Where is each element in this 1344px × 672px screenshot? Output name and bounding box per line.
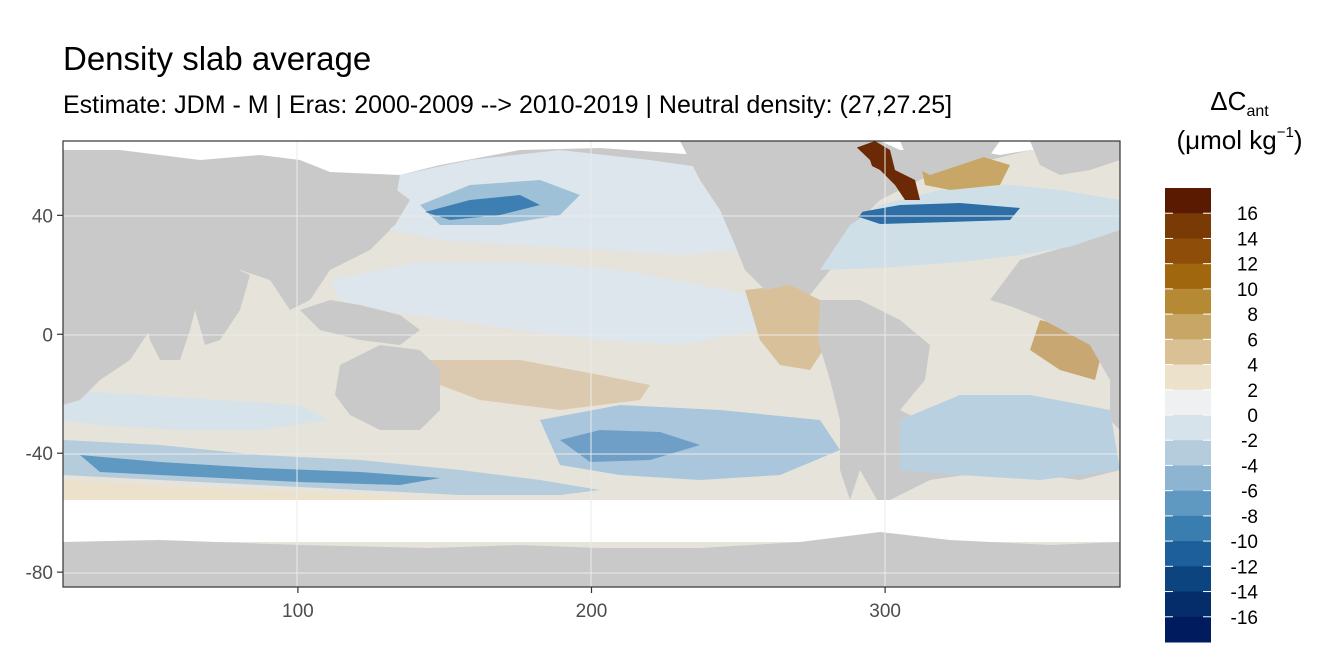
colorbar-swatch [1165, 616, 1211, 643]
ocean-kuroshio-core [425, 195, 540, 220]
land-australia [335, 345, 440, 430]
x-tick-label: 200 [576, 601, 608, 622]
ocean-south-atlantic-cool [900, 395, 1120, 480]
colorbar-label: 8 [1247, 305, 1258, 326]
x-tick-label: 100 [282, 601, 314, 622]
colorbar-label: 12 [1237, 255, 1258, 276]
y-tick-label: 0 [42, 325, 53, 346]
grid-lines [63, 141, 1120, 587]
colorbar-swatch [1165, 415, 1211, 441]
colorbar-label: -12 [1231, 557, 1258, 578]
y-tick-label: 40 [32, 206, 53, 227]
ocean-southern-core [80, 455, 440, 485]
colorbar-label: 16 [1237, 204, 1258, 225]
colorbar-swatch [1165, 591, 1211, 618]
page-title: Density slab average [63, 40, 372, 77]
colorbar-label: -14 [1231, 583, 1259, 604]
ocean-gulf-stream-core [850, 203, 1020, 224]
colorbar-unit-prefix: (μmol kg [1176, 124, 1277, 155]
colorbar-swatch [1165, 263, 1211, 290]
colorbar-unit-exponent: −1 [1276, 123, 1294, 141]
colorbar-swatch [1165, 465, 1211, 492]
colorbar-label: -16 [1231, 608, 1258, 629]
colorbar-symbol: ΔC [1210, 86, 1247, 116]
colorbar-swatch [1165, 490, 1211, 517]
x-tick-label: 300 [869, 601, 901, 622]
ocean-east-pacific-warm [745, 285, 830, 370]
colorbar-label: -6 [1241, 482, 1258, 503]
colorbar-swatch [1165, 541, 1211, 567]
colorbar-label: -4 [1241, 456, 1258, 477]
colorbar-label: 4 [1247, 356, 1258, 377]
colorbar-label: -10 [1231, 532, 1258, 553]
colorbar-swatch [1165, 515, 1211, 542]
colorbar-swatch [1165, 364, 1211, 391]
ocean-indian-cool [63, 390, 330, 430]
colorbar-subscript: ant [1246, 103, 1269, 120]
land-africa [995, 230, 1120, 385]
colorbar-swatch [1165, 566, 1211, 593]
page-subtitle: Estimate: JDM - M | Eras: 2000-2009 --> … [63, 91, 953, 119]
land-africa-east [63, 240, 150, 405]
colorbar-swatch [1165, 440, 1211, 466]
ocean-south-pacific-warm [430, 360, 650, 410]
nodata-north [63, 141, 1120, 175]
land-europe [1030, 141, 1120, 175]
colorbar-label: 2 [1247, 381, 1258, 402]
colorbar-title: ΔCant (μmol kg−1) [1163, 84, 1316, 158]
colorbar-unit-suffix: ) [1293, 124, 1303, 155]
colorbar-label: 10 [1237, 280, 1258, 301]
y-tick-label: -40 [26, 444, 53, 465]
colorbar-label: 6 [1247, 330, 1258, 351]
ocean-tropical-pacific [330, 262, 780, 345]
colorbar-swatch [1165, 213, 1211, 239]
colorbar-label: -2 [1241, 431, 1258, 452]
ocean-north-pacific [390, 150, 770, 255]
colorbar-swatch [1165, 389, 1211, 416]
colorbar-label: 14 [1237, 229, 1259, 250]
colorbar-label: 0 [1247, 406, 1258, 427]
land-maritime [300, 300, 420, 345]
colorbar-swatch [1165, 314, 1211, 340]
land-asia [220, 175, 410, 300]
land-greenland [900, 141, 1000, 175]
land-india [180, 262, 250, 345]
colorbar-swatch [1165, 238, 1211, 265]
colorbar-swatch [1165, 288, 1211, 315]
y-tick-label: -80 [26, 563, 53, 584]
colorbar: 16 14 12 10 8 6 4 2 0 -2 -4 -6 -8 -10 -12 -14 -16 [1165, 188, 1258, 643]
colorbar-swatch [1165, 339, 1211, 366]
land-south-america [818, 300, 930, 500]
colorbar-swatch [1165, 188, 1211, 214]
colorbar-label: -8 [1241, 507, 1258, 528]
